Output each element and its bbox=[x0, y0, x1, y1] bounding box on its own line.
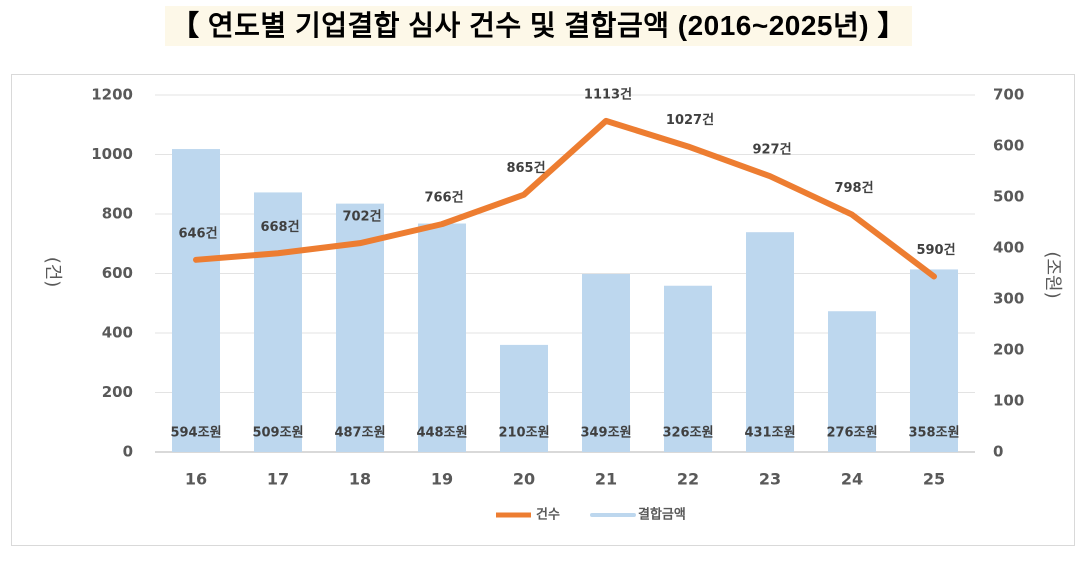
bar-data-label: 326조원 bbox=[662, 426, 713, 441]
y-left-tick-label: 800 bbox=[102, 205, 133, 223]
line-point bbox=[195, 258, 197, 261]
line-data-label: 927건 bbox=[752, 142, 791, 158]
bar bbox=[418, 223, 466, 452]
y-axis-left-title: (건) bbox=[42, 257, 63, 288]
line-data-label: 590건 bbox=[916, 242, 955, 258]
bar-data-label: 276조원 bbox=[826, 426, 877, 441]
x-tick-label: 18 bbox=[349, 470, 371, 489]
y-right-tick-label: 200 bbox=[993, 341, 1024, 359]
line-point bbox=[277, 252, 279, 255]
y-right-tick-label: 500 bbox=[993, 188, 1024, 206]
x-tick-label: 17 bbox=[267, 470, 289, 489]
line-data-label: 865건 bbox=[506, 160, 545, 176]
bar-data-label: 358조원 bbox=[908, 426, 959, 441]
line-point bbox=[605, 119, 607, 122]
bar-data-label: 509조원 bbox=[252, 426, 303, 441]
bar-data-label: 210조원 bbox=[498, 426, 549, 441]
x-tick-label: 19 bbox=[431, 470, 453, 489]
bar-data-label: 487조원 bbox=[334, 426, 385, 441]
bar bbox=[746, 232, 794, 452]
y-left-tick-label: 200 bbox=[102, 383, 133, 401]
y-left-tick-label: 400 bbox=[102, 324, 133, 342]
y-left-tick-label: 1000 bbox=[91, 145, 133, 163]
bars bbox=[172, 149, 958, 452]
x-tick-label: 16 bbox=[185, 470, 207, 489]
line-data-label: 798건 bbox=[834, 180, 873, 196]
line-data-label: 646건 bbox=[178, 225, 217, 241]
chart-title: 【 연도별 기업결합 심사 건수 및 결합금액 (2016~2025년) 】 bbox=[165, 6, 912, 46]
y-axis-right-title: (조원) bbox=[1042, 251, 1063, 298]
x-tick-label: 24 bbox=[841, 470, 863, 489]
line-data-label: 702건 bbox=[342, 209, 381, 225]
line-point bbox=[359, 242, 361, 245]
line-data-label: 668건 bbox=[260, 219, 299, 235]
line-point bbox=[441, 223, 443, 226]
bar bbox=[664, 285, 712, 452]
line-point bbox=[687, 145, 689, 148]
line-series bbox=[193, 117, 937, 280]
bar-data-label: 448조원 bbox=[416, 426, 467, 441]
y-right-tick-label: 600 bbox=[993, 137, 1024, 155]
y-right-tick-label: 0 bbox=[993, 443, 1003, 461]
y-axis-left: 0 200 400 600 800 1000 1200 bbox=[91, 86, 133, 461]
y-left-tick-label: 600 bbox=[102, 264, 133, 282]
x-axis: 16 17 18 19 20 21 22 23 24 25 bbox=[185, 470, 945, 489]
bar bbox=[500, 344, 548, 452]
line-point bbox=[933, 275, 935, 278]
bar bbox=[172, 149, 220, 452]
bar bbox=[910, 269, 958, 452]
bar-data-label: 431조원 bbox=[744, 426, 795, 441]
y-right-tick-label: 700 bbox=[993, 86, 1024, 104]
x-tick-label: 20 bbox=[513, 470, 535, 489]
bar-data-label: 594조원 bbox=[170, 426, 221, 441]
legend-label: 결합금액 bbox=[638, 507, 686, 523]
chart-frame bbox=[11, 74, 1075, 546]
bar-data-label: 349조원 bbox=[580, 426, 631, 441]
bar bbox=[254, 192, 302, 452]
line-point bbox=[851, 213, 853, 216]
y-right-tick-label: 100 bbox=[993, 392, 1024, 410]
line-point bbox=[769, 175, 771, 178]
x-tick-label: 22 bbox=[677, 470, 699, 489]
y-right-tick-label: 400 bbox=[993, 239, 1024, 257]
y-left-tick-label: 1200 bbox=[91, 86, 133, 104]
line-point bbox=[523, 193, 525, 196]
chart-title-wrap: 【 연도별 기업결합 심사 건수 및 결합금액 (2016~2025년) 】 bbox=[0, 6, 1077, 46]
y-right-tick-label: 300 bbox=[993, 290, 1024, 308]
bar bbox=[582, 274, 630, 452]
bar bbox=[828, 311, 876, 452]
data-labels: 594조원 509조원 487조원 448조원 210조원 349조원 326조원 431조원… bbox=[170, 86, 959, 440]
line-data-label: 766건 bbox=[424, 190, 463, 206]
x-tick-label: 23 bbox=[759, 470, 781, 489]
line-data-label: 1113건 bbox=[584, 86, 632, 102]
line-path bbox=[193, 117, 937, 280]
x-tick-label: 21 bbox=[595, 470, 617, 489]
legend: 건수 결합금액 bbox=[496, 507, 686, 523]
x-tick-label: 25 bbox=[923, 470, 945, 489]
y-left-tick-label: 0 bbox=[123, 443, 133, 461]
y-axis-right: 0 100 200 300 400 500 600 700 bbox=[993, 86, 1024, 461]
legend-label: 건수 bbox=[536, 507, 560, 523]
line-data-label: 1027건 bbox=[666, 112, 714, 128]
